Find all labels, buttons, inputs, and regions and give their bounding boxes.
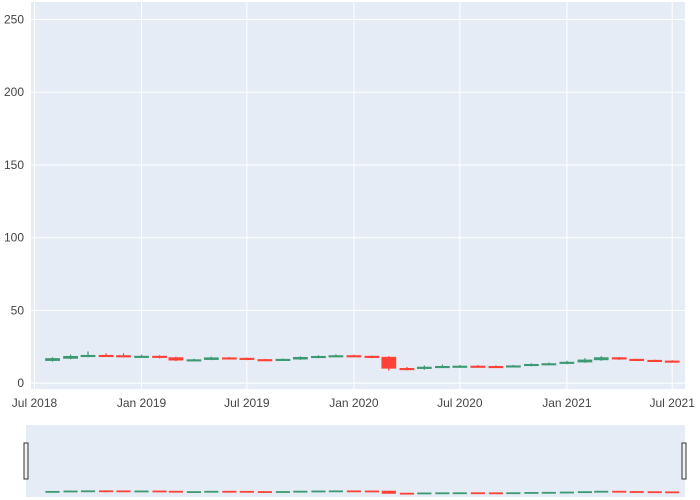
slider-candle	[524, 492, 539, 494]
candle-increasing[interactable]	[524, 363, 539, 367]
slider-candle	[186, 491, 202, 493]
candle-decreasing[interactable]	[239, 357, 255, 360]
slider-candle	[63, 490, 78, 493]
candle-increasing[interactable]	[328, 355, 344, 358]
range-slider-preview	[45, 490, 680, 495]
candle-increasing[interactable]	[593, 357, 609, 361]
candle-increasing[interactable]	[293, 356, 308, 360]
slider-candle	[488, 492, 503, 495]
slider-candle	[647, 491, 662, 494]
candlestick-series	[45, 351, 680, 371]
candle-decreasing[interactable]	[647, 359, 663, 362]
candle-decreasing[interactable]	[470, 365, 486, 368]
x-tick-label: Jan 2019	[117, 396, 167, 410]
slider-candle	[559, 491, 574, 494]
candle-decreasing[interactable]	[116, 355, 131, 358]
x-tick-label: Jul 2018	[12, 396, 58, 410]
candle-increasing[interactable]	[63, 355, 78, 359]
slider-candle	[417, 492, 432, 495]
candle-decreasing[interactable]	[222, 357, 237, 360]
candle-increasing[interactable]	[203, 357, 219, 360]
x-tick-label: Jul 2020	[437, 396, 483, 410]
slider-candle	[204, 490, 219, 493]
slider-candle	[399, 492, 414, 495]
candle-increasing[interactable]	[577, 359, 593, 363]
gridlines	[31, 2, 685, 389]
candle-increasing[interactable]	[134, 355, 149, 358]
slider-candle	[470, 492, 485, 495]
candle-decreasing[interactable]	[152, 355, 167, 358]
candle-increasing[interactable]	[541, 363, 557, 366]
slider-candle	[629, 491, 644, 493]
main-plot-area[interactable]	[31, 2, 685, 389]
slider-candle	[275, 491, 291, 493]
range-slider-handle-left[interactable]	[23, 442, 29, 480]
y-tick-label: 0	[17, 376, 24, 390]
candle-increasing[interactable]	[311, 355, 326, 359]
candle-increasing[interactable]	[505, 365, 521, 368]
candle-decreasing[interactable]	[168, 357, 184, 361]
y-tick-label: 250	[4, 12, 24, 26]
y-tick-label: 50	[11, 303, 25, 317]
candle-increasing[interactable]	[559, 361, 575, 364]
slider-candle	[45, 490, 60, 493]
candle-increasing[interactable]	[275, 358, 291, 361]
slider-candle	[134, 490, 149, 493]
y-axis-ticks: 0 50 100 150 200 250	[4, 12, 24, 390]
candle-decreasing[interactable]	[488, 366, 504, 369]
slider-candle	[222, 490, 237, 493]
slider-candle	[98, 490, 114, 493]
candle-increasing[interactable]	[45, 358, 60, 361]
y-tick-label: 100	[4, 231, 24, 245]
candle-decreasing[interactable]	[629, 358, 645, 361]
slider-candle	[541, 491, 556, 494]
candle-increasing[interactable]	[186, 359, 202, 362]
slider-candle	[168, 490, 183, 493]
slider-candle	[452, 492, 467, 495]
candle-decreasing[interactable]	[257, 359, 273, 362]
slider-candle	[293, 490, 308, 493]
y-tick-label: 200	[4, 85, 24, 99]
slider-candle	[328, 490, 343, 493]
candle-increasing[interactable]	[434, 366, 450, 369]
slider-candle	[506, 492, 521, 495]
candle-decreasing[interactable]	[364, 355, 380, 358]
candle-increasing[interactable]	[416, 366, 432, 369]
slider-candle	[239, 490, 254, 493]
slider-candle	[364, 490, 380, 493]
slider-candle	[116, 490, 131, 493]
slider-candle	[311, 490, 326, 493]
candle-decreasing[interactable]	[611, 357, 627, 360]
x-axis-ticks: Jul 2018 Jan 2019 Jul 2019 Jan 2020 Jul 2020…	[12, 396, 695, 410]
candle-decreasing[interactable]	[98, 354, 114, 358]
range-slider-background[interactable]	[26, 425, 685, 497]
slider-candle	[152, 490, 167, 493]
range-slider-handle-right[interactable]	[681, 442, 687, 480]
slider-candle	[257, 491, 272, 493]
slider-candle	[594, 490, 609, 493]
candle-increasing[interactable]	[452, 365, 468, 368]
candle-decreasing[interactable]	[664, 360, 680, 363]
slider-candle	[577, 491, 593, 494]
slider-candle	[612, 490, 627, 493]
slider-candle	[381, 490, 396, 494]
candle-decreasing[interactable]	[399, 368, 415, 371]
x-tick-label: Jan 2020	[329, 396, 379, 410]
slider-candle	[435, 492, 450, 495]
candle-increasing[interactable]	[80, 354, 96, 358]
candle-decreasing[interactable]	[381, 356, 397, 369]
x-tick-label: Jul 2021	[650, 396, 696, 410]
slider-candle	[665, 491, 680, 494]
slider-candle	[80, 490, 96, 493]
x-tick-label: Jan 2021	[542, 396, 592, 410]
x-tick-label: Jul 2019	[224, 396, 270, 410]
y-tick-label: 150	[4, 158, 24, 172]
slider-candle	[346, 490, 362, 493]
candle-decreasing[interactable]	[346, 355, 362, 358]
